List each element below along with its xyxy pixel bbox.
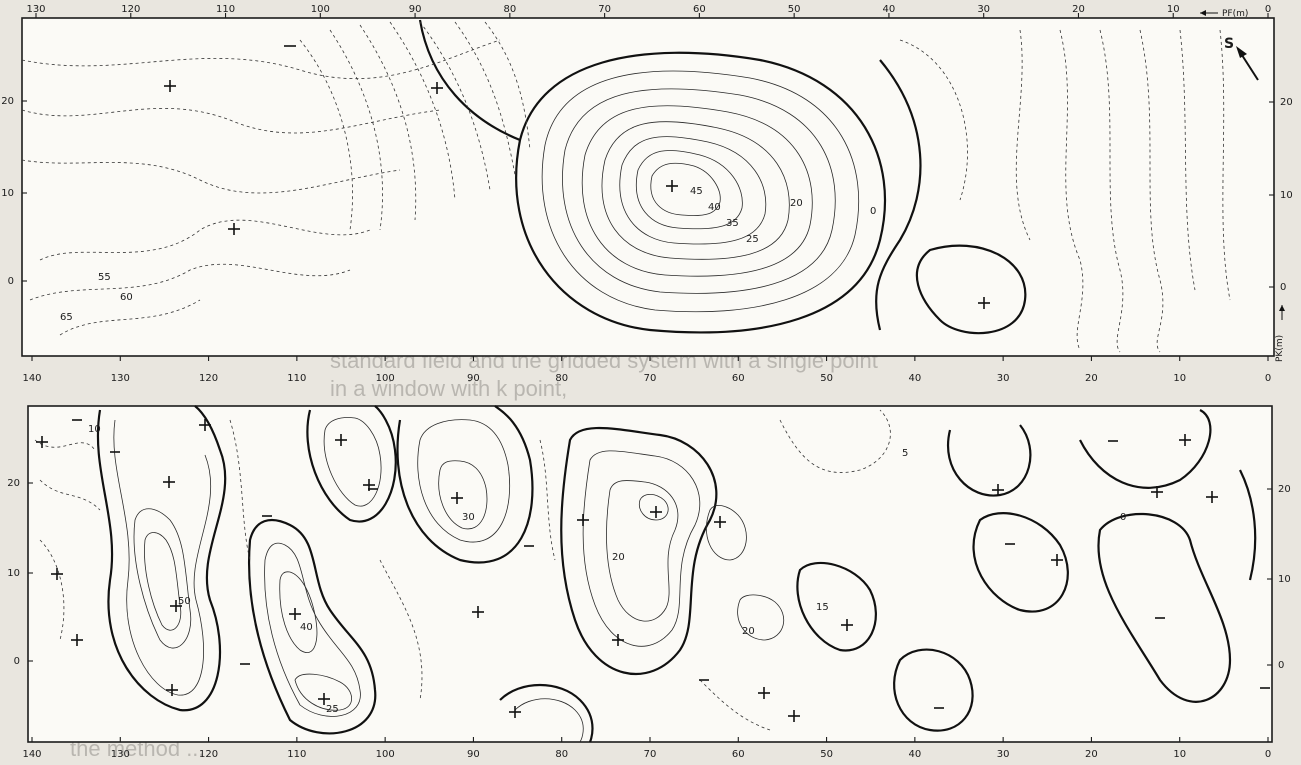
- contour-label: 15: [816, 602, 829, 613]
- x-tick-label: 130: [26, 4, 45, 15]
- x-tick-label: 110: [287, 373, 306, 384]
- x-tick-label: 110: [287, 749, 306, 760]
- x-tick-label: 140: [22, 749, 41, 760]
- bottom-markers: [36, 419, 1270, 722]
- contour-label: 30: [462, 512, 475, 523]
- top-contour-labels: 45 40 35 25 20 0 55 60 65: [60, 186, 876, 323]
- y-tick-label: 20: [1280, 97, 1293, 108]
- x-axis-title: PF(m): [1222, 9, 1248, 19]
- x-tick-label: 100: [311, 4, 330, 15]
- top-panel-frame: [21, 17, 1275, 357]
- x-tick-label: 20: [1085, 373, 1098, 384]
- x-tick-label: 0: [1265, 749, 1271, 760]
- top-axis-titles: PF(m) PK(m): [1200, 9, 1285, 362]
- x-tick-label: 20: [1072, 4, 1085, 15]
- x-tick-label: 100: [376, 749, 395, 760]
- y-tick-label: 10: [1278, 574, 1291, 585]
- top-x-axis: 130 120 110 100 90 80 70 60 50 40 30 20 10 0: [26, 4, 1271, 18]
- x-tick-label: 140: [22, 373, 41, 384]
- bottom-contour-labels: 50 40 30 20 20 25 10 15 5 0: [88, 424, 1126, 715]
- contour-label: 20: [612, 552, 625, 563]
- bottom-contour-panel: 140 130 120 110 100 90 80 70 60 50 40 30 20 10 0 20100…: [7, 405, 1291, 760]
- contour-label: 35: [726, 218, 739, 229]
- x-tick-label: 120: [199, 749, 218, 760]
- top-peak-contours: [418, 19, 1027, 335]
- contour-label: 40: [300, 622, 313, 633]
- y-axis-title: PK(m): [1275, 335, 1285, 362]
- x-tick-label: 130: [111, 373, 130, 384]
- contour-label: 45: [690, 186, 703, 197]
- north-label: S: [1224, 36, 1234, 52]
- x-tick-label: 50: [820, 749, 833, 760]
- x-tick-label: 60: [693, 4, 706, 15]
- contour-label: 50: [178, 596, 191, 607]
- x-tick-label: 10: [1173, 749, 1186, 760]
- contour-label: 25: [326, 704, 339, 715]
- x-tick-label: 10: [1167, 4, 1180, 15]
- x-tick-label: 40: [883, 4, 896, 15]
- y-tick-label: 0: [14, 656, 20, 667]
- contour-label: 20: [790, 198, 803, 209]
- x-tick-label: 130: [111, 749, 130, 760]
- contour-label: 60: [120, 292, 133, 303]
- x-tick-label: 70: [644, 373, 657, 384]
- y-tick-label: 20: [1, 96, 14, 107]
- x-tick-label: 110: [216, 4, 235, 15]
- x-tick-label: 30: [977, 4, 990, 15]
- x-tick-label: 40: [908, 749, 921, 760]
- x-tick-label: 120: [121, 4, 140, 15]
- top-right-y-axis: 20 10 0: [1269, 97, 1293, 293]
- x-tick-label: 30: [997, 749, 1010, 760]
- x-tick-label: 80: [555, 373, 568, 384]
- x-tick-label: 20: [1085, 749, 1098, 760]
- y-tick-label: 10: [1, 188, 14, 199]
- top-markers: [164, 45, 990, 309]
- contour-label: 5: [902, 448, 908, 459]
- x-tick-label: 30: [997, 373, 1010, 384]
- y-tick-label: 20: [7, 478, 20, 489]
- x-tick-label: 90: [409, 4, 422, 15]
- x-tick-label: 40: [908, 373, 921, 384]
- y-tick-label: 0: [1278, 660, 1284, 671]
- bottom-y-axis: 20 10 0: [7, 478, 33, 667]
- north-arrow-icon: S: [1224, 36, 1259, 81]
- x-tick-label: 70: [644, 749, 657, 760]
- y-tick-label: 0: [1280, 282, 1286, 293]
- bottom-right-y-axis: 20 10 0: [1267, 484, 1291, 671]
- contour-label: 55: [98, 272, 111, 283]
- y-tick-label: 20: [1278, 484, 1291, 495]
- x-tick-label: 120: [199, 373, 218, 384]
- top-dashed-contours: [21, 21, 1231, 353]
- contour-label: 65: [60, 312, 73, 323]
- bottom-panel-frame: [27, 405, 1273, 743]
- contour-label: 0: [1120, 512, 1126, 523]
- x-tick-label: 60: [732, 749, 745, 760]
- contour-label: 25: [746, 234, 759, 245]
- x-tick-label: 90: [467, 373, 480, 384]
- y-tick-label: 10: [1280, 190, 1293, 201]
- x-tick-label: 50: [788, 4, 801, 15]
- top-y-axis: 20 10 0: [1, 96, 27, 287]
- shared-x-axis: 140 130 120 110 100 90 80 70 60 50 40 30 20 10 0: [22, 356, 1271, 384]
- x-tick-label: 60: [732, 373, 745, 384]
- x-tick-label: 0: [1265, 4, 1271, 15]
- x-tick-label: 70: [598, 4, 611, 15]
- y-tick-label: 0: [8, 276, 14, 287]
- x-tick-label: 100: [376, 373, 395, 384]
- contour-label: 0: [870, 206, 876, 217]
- x-tick-label: 0: [1265, 373, 1271, 384]
- contour-label: 40: [708, 202, 721, 213]
- x-tick-label: 80: [503, 4, 516, 15]
- x-tick-label: 90: [467, 749, 480, 760]
- bottom-x-axis: 140 130 120 110 100 90 80 70 60 50 40 30 20 10 0: [22, 737, 1271, 760]
- contour-label: 10: [88, 424, 101, 435]
- x-tick-label: 80: [555, 749, 568, 760]
- x-tick-label: 10: [1173, 373, 1186, 384]
- x-tick-label: 50: [820, 373, 833, 384]
- contour-label: 20: [742, 626, 755, 637]
- y-tick-label: 10: [7, 568, 20, 579]
